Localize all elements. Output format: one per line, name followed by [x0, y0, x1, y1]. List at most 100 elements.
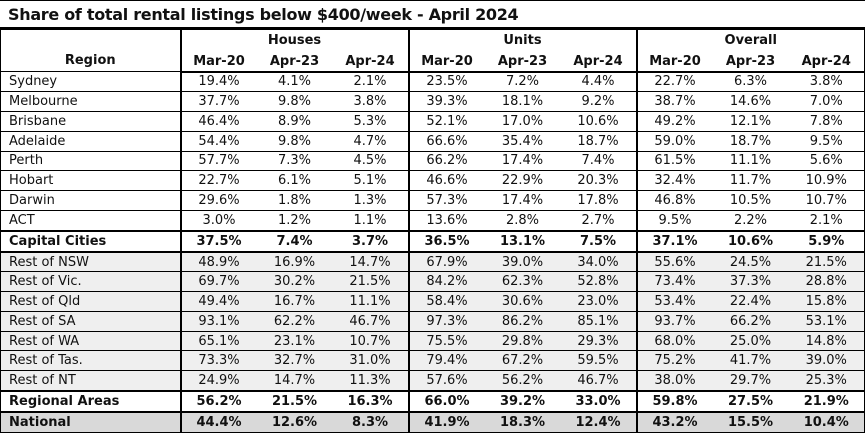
column-header-houses-apr-24: Apr-24: [332, 51, 409, 73]
value-cell: 17.8%: [560, 190, 637, 211]
value-cell: 66.6%: [407, 130, 485, 152]
table-row: Capital Cities 37.5% 7.4% 3.7% 36.5% 13.1% 7.5…: [0, 229, 865, 253]
value-cell: 39.0%: [484, 251, 561, 272]
value-cell: 65.1%: [179, 330, 257, 351]
region-cell: Hobart: [0, 170, 181, 191]
value-cell: 67.2%: [484, 350, 561, 371]
value-cell: 59.5%: [560, 350, 637, 371]
value-cell: 39.3%: [407, 91, 485, 112]
value-cell: 48.9%: [179, 251, 257, 272]
value-cell: 18.7%: [712, 130, 789, 152]
table-row: Adelaide 54.4% 9.8% 4.7% 66.6% 35.4% 18.7% 59.0…: [0, 130, 865, 152]
value-cell: 43.2%: [635, 410, 713, 433]
value-cell: 12.1%: [712, 111, 789, 132]
value-cell: 3.8%: [332, 91, 409, 112]
value-cell: 29.3%: [560, 330, 637, 351]
group-header-overall: Overall: [635, 29, 865, 52]
value-cell: 11.3%: [332, 370, 409, 391]
region-cell: Rest of Vic.: [0, 271, 181, 292]
value-cell: 73.3%: [179, 350, 257, 371]
value-cell: 16.9%: [256, 251, 333, 272]
value-cell: 12.4%: [560, 410, 637, 433]
table-head: Region Houses Units Overall Mar-20 Apr-23 Apr-…: [1, 29, 865, 73]
value-cell: 59.0%: [635, 130, 713, 152]
value-cell: 10.4%: [788, 410, 865, 433]
value-cell: 54.4%: [179, 130, 257, 152]
table-row: Perth 57.7% 7.3% 4.5% 66.2% 17.4% 7.4% 61.5% 11.…: [0, 150, 865, 171]
value-cell: 6.3%: [712, 70, 789, 92]
column-header-region: Region: [64, 53, 116, 68]
value-cell: 11.1%: [332, 291, 409, 312]
value-cell: 75.2%: [635, 350, 713, 371]
value-cell: 32.4%: [635, 170, 713, 191]
value-cell: 3.8%: [788, 70, 865, 92]
value-cell: 85.1%: [560, 310, 637, 332]
value-cell: 10.5%: [712, 190, 789, 211]
value-cell: 27.5%: [712, 389, 789, 413]
value-cell: 18.3%: [484, 410, 561, 433]
value-cell: 56.2%: [484, 370, 561, 391]
value-cell: 38.7%: [635, 91, 713, 112]
value-cell: 2.8%: [484, 209, 561, 231]
value-cell: 10.6%: [560, 111, 637, 132]
value-cell: 23.1%: [256, 330, 333, 351]
value-cell: 22.7%: [635, 70, 713, 92]
value-cell: 5.6%: [788, 150, 865, 171]
value-cell: 14.7%: [256, 370, 333, 391]
rental-listings-table: Region Houses Units Overall Mar-20 Apr-23 Apr-…: [0, 29, 865, 433]
value-cell: 57.6%: [407, 370, 485, 391]
value-cell: 73.4%: [635, 271, 713, 292]
value-cell: 66.2%: [407, 150, 485, 171]
value-cell: 28.8%: [788, 271, 865, 292]
value-cell: 32.7%: [256, 350, 333, 371]
value-cell: 23.0%: [560, 291, 637, 312]
column-header-overall-apr-23: Apr-23: [712, 51, 789, 73]
value-cell: 21.5%: [256, 389, 333, 413]
table-row: Hobart 22.7% 6.1% 5.1% 46.6% 22.9% 20.3% 32.4% 1…: [0, 170, 865, 191]
column-header-overall-mar-20: Mar-20: [635, 51, 713, 73]
value-cell: 9.5%: [635, 209, 713, 231]
value-cell: 37.3%: [712, 271, 789, 292]
value-cell: 17.4%: [484, 150, 561, 171]
value-cell: 58.4%: [407, 291, 485, 312]
table-row: Rest of Qld 49.4% 16.7% 11.1% 58.4% 30.6% 23.0…: [0, 291, 865, 312]
value-cell: 41.7%: [712, 350, 789, 371]
value-cell: 8.3%: [332, 410, 409, 433]
region-cell: Rest of Tas.: [0, 350, 181, 371]
table-row: Melbourne 37.7% 9.8% 3.8% 39.3% 18.1% 9.2% 38.7…: [0, 91, 865, 112]
value-cell: 10.9%: [788, 170, 865, 191]
region-cell: National: [0, 410, 181, 433]
value-cell: 4.4%: [560, 70, 637, 92]
value-cell: 3.0%: [179, 209, 257, 231]
value-cell: 68.0%: [635, 330, 713, 351]
value-cell: 29.6%: [179, 190, 257, 211]
value-cell: 10.7%: [332, 330, 409, 351]
value-cell: 7.8%: [788, 111, 865, 132]
value-cell: 13.6%: [407, 209, 485, 231]
header-group-row: Region Houses Units Overall: [1, 29, 865, 68]
value-cell: 36.5%: [407, 229, 485, 253]
value-cell: 20.3%: [560, 170, 637, 191]
value-cell: 69.7%: [179, 271, 257, 292]
value-cell: 93.1%: [179, 310, 257, 332]
value-cell: 34.0%: [560, 251, 637, 272]
value-cell: 29.7%: [712, 370, 789, 391]
value-cell: 86.2%: [484, 310, 561, 332]
value-cell: 59.8%: [635, 389, 713, 413]
column-header-units-apr-23: Apr-23: [484, 51, 561, 73]
value-cell: 10.7%: [788, 190, 865, 211]
value-cell: 8.9%: [256, 111, 333, 132]
value-cell: 14.6%: [712, 91, 789, 112]
table-body: Sydney 19.4% 4.1% 2.1% 23.5% 7.2% 4.4% 22.7% 6.3…: [0, 70, 865, 433]
region-cell: Adelaide: [0, 130, 181, 152]
value-cell: 22.7%: [179, 170, 257, 191]
value-cell: 13.1%: [484, 229, 561, 253]
value-cell: 15.5%: [712, 410, 789, 433]
value-cell: 46.8%: [635, 190, 713, 211]
value-cell: 14.8%: [788, 330, 865, 351]
value-cell: 79.4%: [407, 350, 485, 371]
value-cell: 19.4%: [179, 70, 257, 92]
value-cell: 1.2%: [256, 209, 333, 231]
value-cell: 25.3%: [788, 370, 865, 391]
region-cell: Rest of Qld: [0, 291, 181, 312]
